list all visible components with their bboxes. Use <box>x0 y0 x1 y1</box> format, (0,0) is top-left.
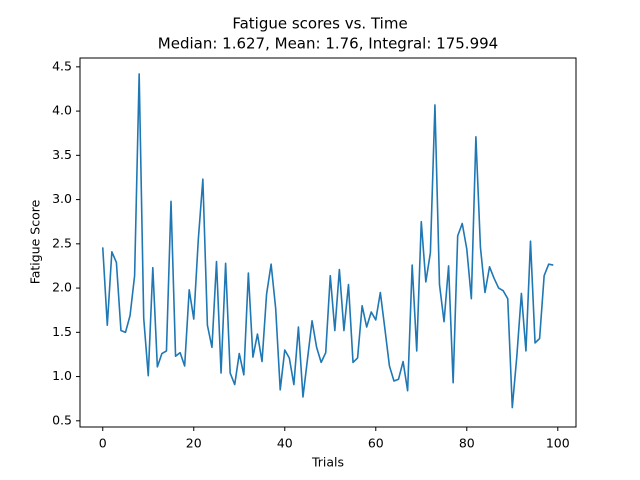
x-tick-label: 80 <box>459 436 475 451</box>
x-tick-label: 0 <box>99 436 107 451</box>
chart-subtitle: Median: 1.627, Mean: 1.76, Integral: 175… <box>158 35 498 53</box>
y-tick-label: 3.0 <box>52 191 72 206</box>
x-tick-label: 60 <box>368 436 384 451</box>
x-tick-label: 100 <box>546 436 570 451</box>
chart-title: Fatigue scores vs. Time <box>232 15 407 33</box>
y-tick-label: 0.5 <box>52 412 72 427</box>
x-tick-label: 40 <box>277 436 293 451</box>
y-tick-label: 2.5 <box>52 235 72 250</box>
x-tick-label: 20 <box>186 436 202 451</box>
y-tick-label: 3.5 <box>52 147 72 162</box>
y-tick-label: 2.0 <box>52 280 72 295</box>
plot-frame <box>79 57 577 428</box>
y-tick-label: 4.5 <box>52 58 72 73</box>
y-axis-ticks: 0.5 1.0 1.5 2.0 2.5 3.0 3.5 4.0 4.5 <box>52 58 80 427</box>
x-axis-ticks: 0 20 40 60 80 100 <box>99 427 570 451</box>
y-axis-label: Fatigue Score <box>28 199 43 284</box>
series-line-0 <box>101 73 554 409</box>
y-tick-label: 1.5 <box>52 324 72 339</box>
x-axis-label: Trials <box>311 455 344 470</box>
y-tick-label: 4.0 <box>52 103 72 118</box>
y-tick-label: 1.0 <box>52 368 72 383</box>
plot-lines <box>101 73 554 409</box>
